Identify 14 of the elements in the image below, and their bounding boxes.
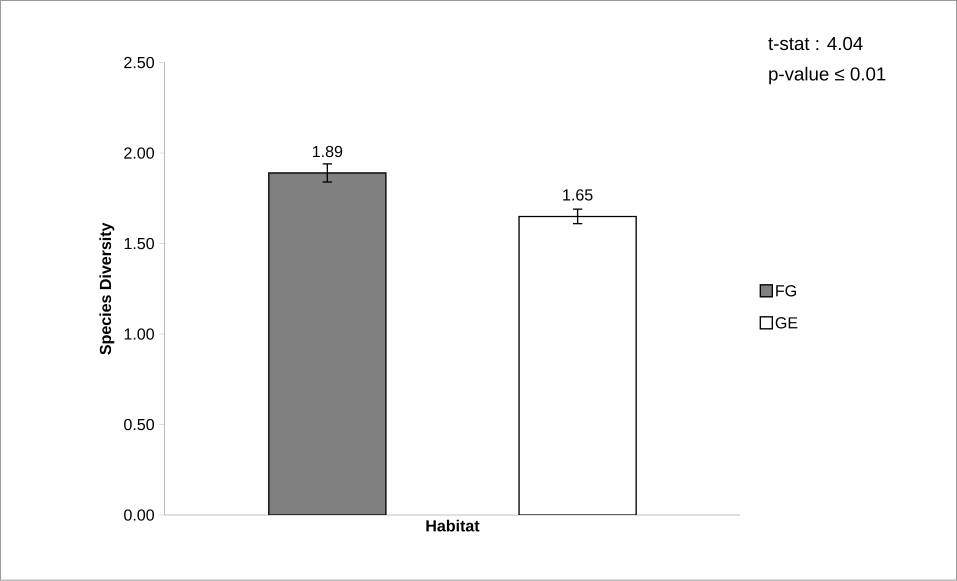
y-tick-label: 0.50 — [124, 419, 154, 430]
data-label: 1.89 — [312, 146, 342, 158]
y-tick-label: 0.00 — [124, 510, 154, 521]
y-tick-label: 1.50 — [124, 238, 154, 250]
text: p-value ≤ 0.01 — [769, 67, 886, 84]
y-tick-label: 2.00 — [124, 148, 154, 159]
x-axis-title: Habitat — [426, 520, 480, 532]
y-axis-title: Species Diversity — [99, 222, 114, 355]
legend-label: FG — [776, 285, 796, 297]
data-label: 1.65 — [563, 189, 593, 201]
y-tick-label: 1.00 — [124, 328, 154, 340]
text: GE — [776, 317, 798, 329]
text: t-stat : 4.04 — [768, 37, 863, 50]
y-tick-label: 2.50 — [124, 57, 154, 68]
